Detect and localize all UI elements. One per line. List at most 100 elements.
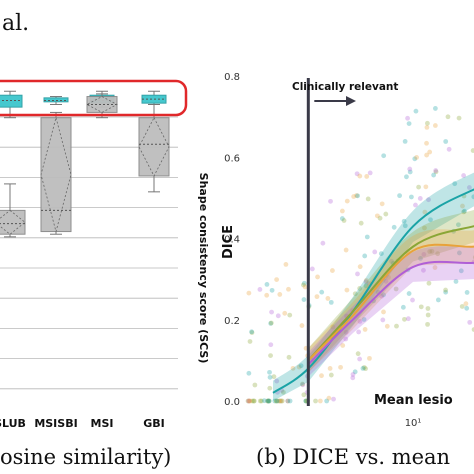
data-point xyxy=(287,312,293,318)
data-point xyxy=(422,209,428,215)
data-point xyxy=(406,121,412,126)
data-point xyxy=(247,398,253,404)
data-point xyxy=(269,287,275,293)
data-point xyxy=(427,149,433,155)
data-point xyxy=(429,248,435,254)
data-point xyxy=(315,274,320,280)
data-point xyxy=(265,398,271,404)
data-point xyxy=(344,198,350,204)
data-point xyxy=(296,364,302,370)
data-point xyxy=(320,240,326,246)
data-point xyxy=(422,225,427,231)
data-point xyxy=(461,173,467,178)
data-point xyxy=(426,197,431,203)
data-point xyxy=(350,372,356,377)
data-point xyxy=(383,278,389,284)
data-point xyxy=(377,215,383,221)
data-point xyxy=(406,291,412,296)
data-point xyxy=(319,289,325,295)
data-point xyxy=(378,251,384,257)
panel-a-boxes xyxy=(0,79,188,238)
data-point xyxy=(247,339,253,344)
panel-a-ylabel: Shape consistency score (SCS) xyxy=(197,173,210,364)
panel-b-annotation: Clinically relevant xyxy=(292,81,398,93)
box-msisbi-teal xyxy=(43,96,69,105)
y-tick-label: 0.6 xyxy=(224,153,240,164)
data-point xyxy=(425,312,431,318)
data-point xyxy=(309,266,315,272)
data-point xyxy=(286,354,292,360)
data-point xyxy=(301,280,307,286)
data-point xyxy=(363,279,369,285)
data-point xyxy=(428,217,433,223)
notch-diamond xyxy=(138,116,170,177)
data-point xyxy=(410,297,415,303)
data-point xyxy=(381,153,387,159)
series-line xyxy=(307,243,474,362)
data-point xyxy=(452,181,458,187)
data-point xyxy=(456,222,461,228)
data-point xyxy=(252,382,258,388)
data-point xyxy=(272,398,278,404)
data-point xyxy=(443,289,449,295)
data-point xyxy=(416,184,422,190)
category-label: SLUB xyxy=(0,417,26,430)
data-point xyxy=(271,374,277,380)
data-point xyxy=(324,398,330,404)
data-point xyxy=(412,156,418,162)
data-point xyxy=(404,174,409,180)
data-point xyxy=(302,284,308,290)
data-point xyxy=(268,321,274,326)
data-point xyxy=(249,398,255,404)
data-point xyxy=(361,317,367,322)
data-point xyxy=(340,343,346,348)
data-point xyxy=(446,146,452,152)
data-point xyxy=(259,398,264,404)
data-point xyxy=(445,114,451,120)
data-point xyxy=(425,306,431,311)
data-point xyxy=(283,261,289,267)
data-point xyxy=(443,139,449,144)
data-point xyxy=(386,274,391,280)
data-point xyxy=(328,372,334,378)
data-point xyxy=(251,398,257,404)
data-point xyxy=(282,310,288,316)
panel-a-boxplot: SLUB MSISBI MSI GBI Shape consistency score… xyxy=(0,79,210,469)
data-point xyxy=(466,185,472,190)
data-point xyxy=(268,353,273,358)
data-point xyxy=(362,327,368,332)
data-point xyxy=(413,202,418,208)
data-point xyxy=(279,398,285,404)
data-point xyxy=(363,278,369,283)
data-point xyxy=(328,198,333,204)
data-point xyxy=(245,398,251,404)
data-point xyxy=(379,293,385,299)
data-point xyxy=(354,171,360,177)
box-body xyxy=(40,117,72,233)
y-tick-label: 0.2 xyxy=(224,316,240,327)
notch-diamond xyxy=(40,116,72,234)
data-point xyxy=(266,398,271,404)
data-point xyxy=(285,398,291,404)
data-point xyxy=(278,398,284,404)
data-point xyxy=(290,365,296,371)
panel-a-caption: osine similarity) xyxy=(0,445,171,469)
data-point xyxy=(343,329,349,335)
data-point xyxy=(364,174,370,179)
data-point xyxy=(330,324,336,330)
data-point xyxy=(471,327,474,332)
panel-b-caption: (b) DICE vs. mean xyxy=(256,445,450,469)
data-point xyxy=(414,155,420,160)
data-point xyxy=(462,208,467,214)
data-point xyxy=(464,290,470,295)
data-point xyxy=(453,279,459,284)
data-point xyxy=(432,106,438,111)
data-point xyxy=(269,309,274,315)
y-tick-label: 0.8 xyxy=(224,72,240,83)
data-point xyxy=(421,252,427,257)
panel-a-gridlines xyxy=(0,116,178,390)
data-point xyxy=(418,256,423,261)
data-point xyxy=(358,220,364,226)
data-point xyxy=(425,321,430,327)
data-point xyxy=(327,366,333,371)
